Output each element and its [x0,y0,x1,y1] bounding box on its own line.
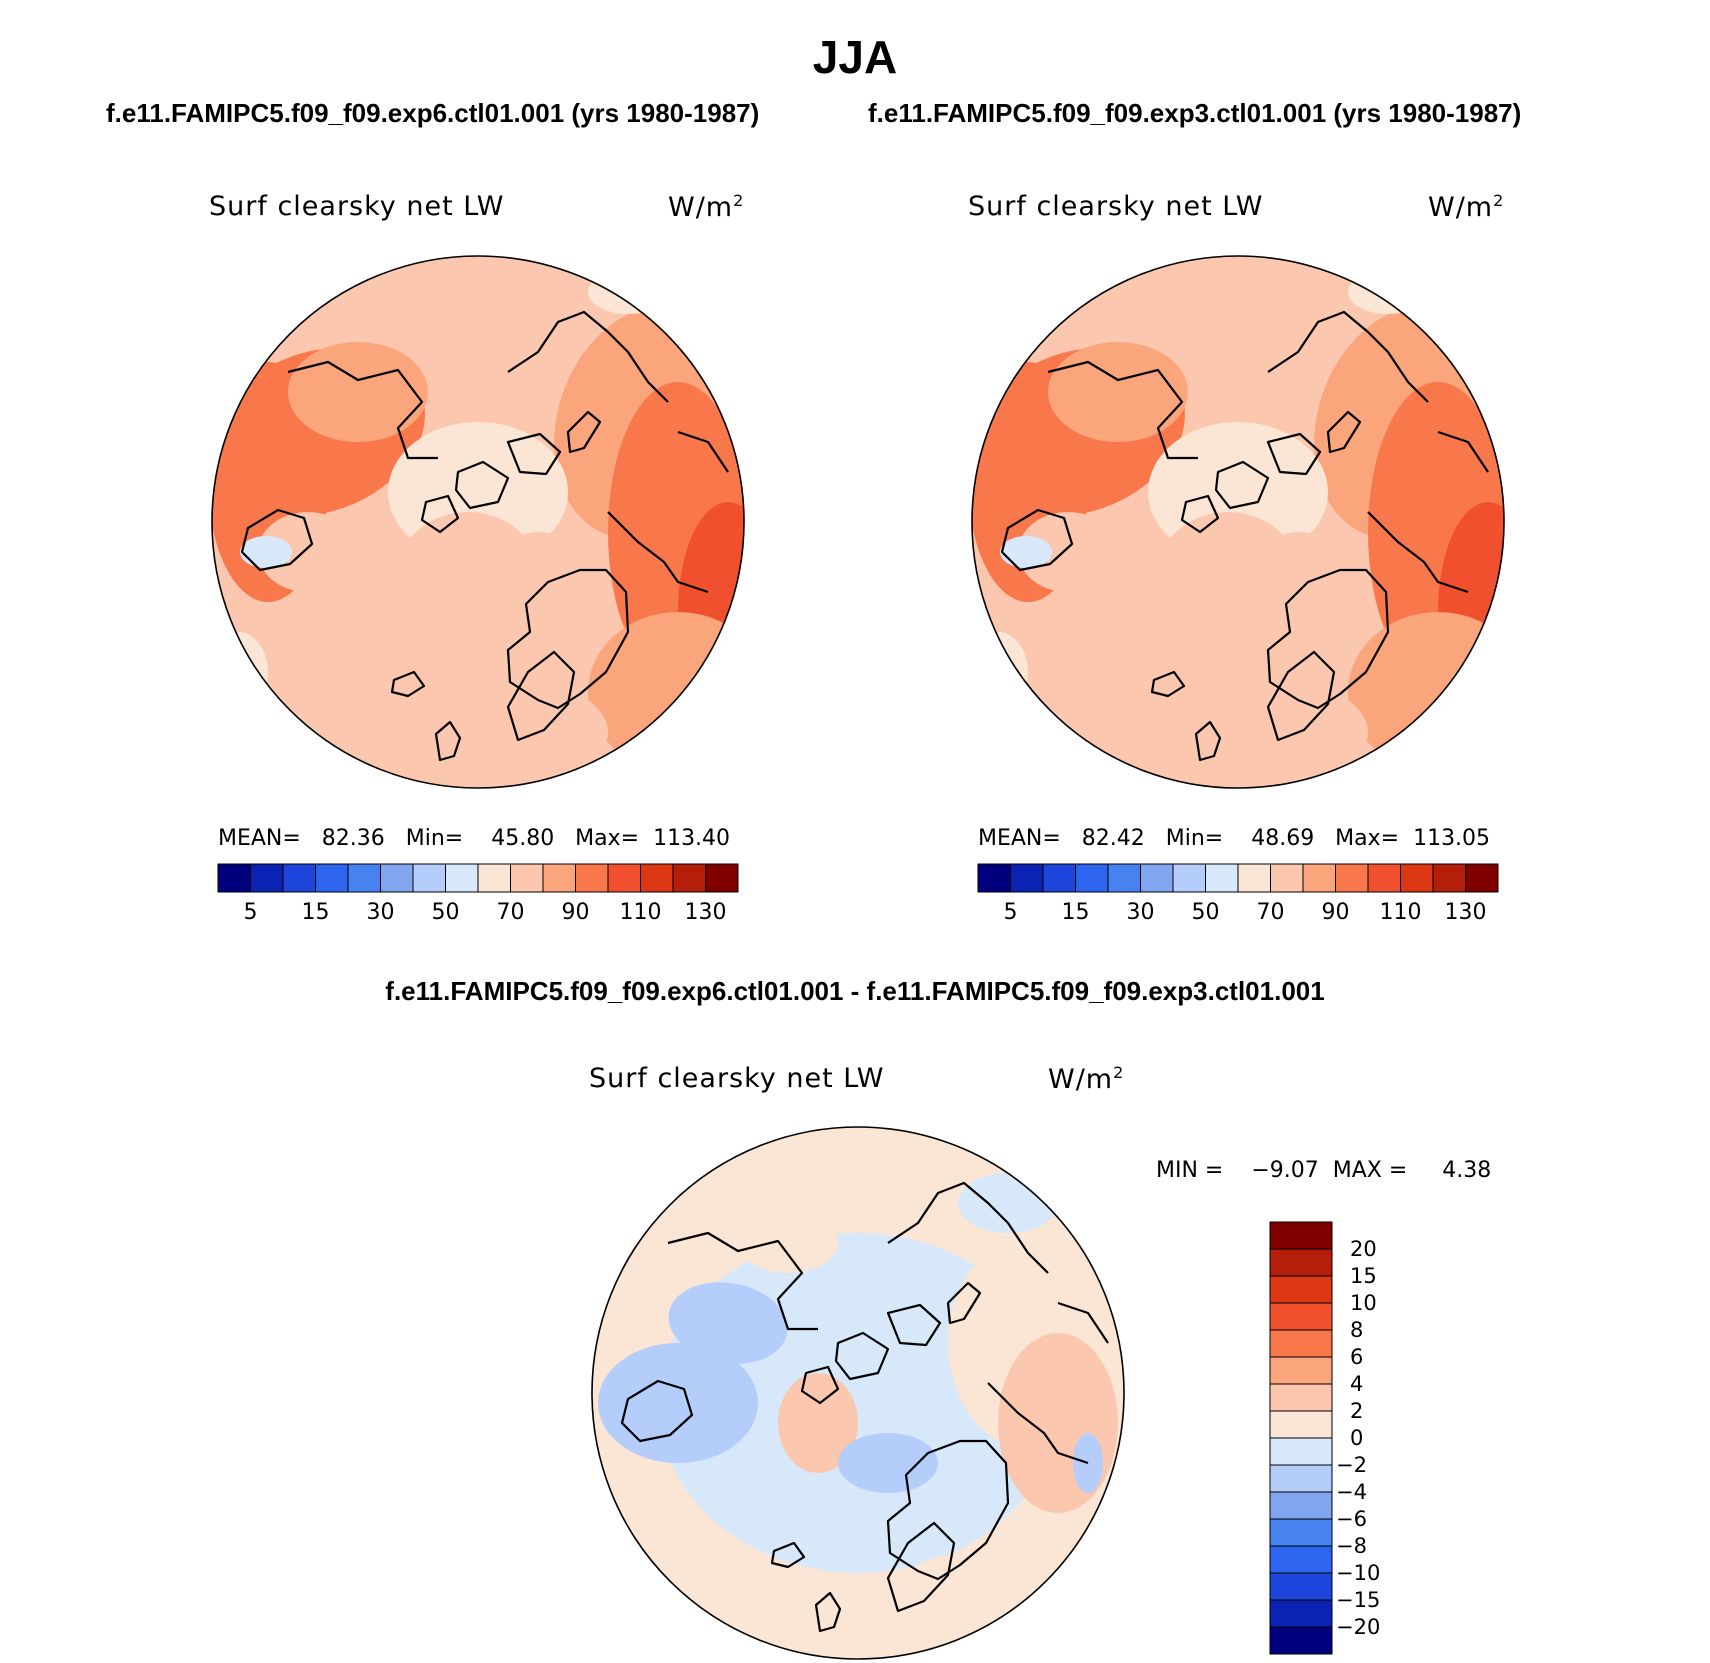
colorbar-swatch [510,863,544,893]
colorbar-right [977,863,1499,893]
colorbar-swatch [1269,1599,1333,1628]
colorbar-tick-label: 15 [1350,1264,1377,1288]
colorbar-tick-label: −15 [1336,1588,1381,1612]
colorbar-tick-label: 90 [1321,900,1350,925]
panel-left-units: W/m2 [668,191,745,223]
colorbar-swatch [250,863,284,893]
colorbar-swatch [1270,863,1304,893]
colorbar-tick-label: 70 [496,900,525,925]
colorbar-difference [1269,1221,1333,1655]
colorbar-swatch [1269,1572,1333,1601]
colorbar-tick-label: 130 [684,900,727,925]
colorbar-swatch [1269,1329,1333,1358]
colorbar-swatch [1269,1383,1333,1412]
colorbar-swatch [1269,1518,1333,1547]
colorbar-tick-label: 50 [1191,900,1220,925]
colorbar-swatch [412,863,446,893]
colorbar-swatch [672,863,706,893]
colorbar-tick-label: 30 [1126,900,1155,925]
colorbar-tick-label: 110 [1379,900,1422,925]
colorbar-swatch [542,863,576,893]
colorbar-swatch [1237,863,1271,893]
colorbar-swatch [347,863,381,893]
difference-stats: MIN = −9.07 MAX = 4.38 [1156,1158,1492,1183]
colorbar-tick-label: −20 [1336,1615,1381,1639]
colorbar-swatch [607,863,641,893]
colorbar-swatch [477,863,511,893]
colorbar-tick-label: 4 [1350,1372,1364,1396]
colorbar-tick-label: 5 [1003,900,1018,925]
colorbar-tick-label: 2 [1350,1399,1364,1423]
map-panel-left [211,255,745,789]
colorbar-tick-label: 70 [1256,900,1285,925]
colorbar-swatch [1302,863,1336,893]
map-panel-right [971,255,1505,789]
colorbar-swatch [217,863,251,893]
map-panel-difference [591,1126,1125,1660]
colorbar-swatch [1269,1248,1333,1277]
colorbar-swatch [1010,863,1044,893]
colorbar-swatch [1075,863,1109,893]
colorbar-swatch [1107,863,1141,893]
colorbar-swatch [1400,863,1434,893]
colorbar-swatch [1172,863,1206,893]
colorbar-tick-label: −8 [1336,1534,1367,1558]
colorbar-swatch [1269,1626,1333,1655]
colorbar-swatch [1269,1275,1333,1304]
colorbar-swatch [1269,1410,1333,1439]
colorbar-swatch [315,863,349,893]
colorbar-tick-label: −6 [1336,1507,1367,1531]
difference-title: f.e11.FAMIPC5.f09_f09.exp6.ctl01.001 - f… [385,976,1325,1006]
colorbar-swatch [705,863,739,893]
panel-left-stats: MEAN= 82.36 Min= 45.80 Max= 113.40 [218,826,731,851]
colorbar-swatch [445,863,479,893]
colorbar-swatch [282,863,316,893]
difference-variable: Surf clearsky net LW [589,1063,885,1094]
colorbar-tick-label: 15 [301,900,330,925]
colorbar-swatch [1140,863,1174,893]
run-title-right: f.e11.FAMIPC5.f09_f09.exp3.ctl01.001 (yr… [868,98,1522,128]
colorbar-swatch [1269,1437,1333,1466]
colorbar-swatch [1269,1356,1333,1385]
colorbar-swatch [1432,863,1466,893]
colorbar-tick-label: 110 [619,900,662,925]
panel-right-stats: MEAN= 82.42 Min= 48.69 Max= 113.05 [978,826,1491,851]
colorbar-tick-label: −2 [1336,1453,1367,1477]
colorbar-swatch [1335,863,1369,893]
colorbar-swatch [575,863,609,893]
colorbar-tick-label: 8 [1350,1318,1364,1342]
colorbar-swatch [1269,1491,1333,1520]
colorbar-tick-label: 130 [1444,900,1487,925]
panel-left-variable: Surf clearsky net LW [209,191,505,222]
colorbar-tick-label: 10 [1350,1291,1377,1315]
colorbar-swatch [1367,863,1401,893]
colorbar-swatch [1269,1464,1333,1493]
colorbar-tick-label: −10 [1336,1561,1381,1585]
colorbar-swatch [977,863,1011,893]
colorbar-tick-label: 20 [1350,1237,1377,1261]
colorbar-swatch [1465,863,1499,893]
colorbar-tick-label: 50 [431,900,460,925]
colorbar-swatch [640,863,674,893]
colorbar-tick-label: 90 [561,900,590,925]
colorbar-swatch [1269,1221,1333,1250]
colorbar-tick-label: 15 [1061,900,1090,925]
panel-right-variable: Surf clearsky net LW [968,191,1264,222]
run-title-left: f.e11.FAMIPC5.f09_f09.exp6.ctl01.001 (yr… [106,98,760,128]
colorbar-tick-label: 6 [1350,1345,1364,1369]
colorbar-swatch [1269,1545,1333,1574]
colorbar-tick-label: −4 [1336,1480,1367,1504]
colorbar-swatch [1042,863,1076,893]
colorbar-tick-label: 5 [243,900,258,925]
colorbar-swatch [1269,1302,1333,1331]
difference-units: W/m2 [1048,1063,1125,1095]
colorbar-tick-label: 30 [366,900,395,925]
colorbar-left [217,863,739,893]
colorbar-tick-label: 0 [1350,1426,1364,1450]
colorbar-swatch [380,863,414,893]
panel-right-units: W/m2 [1428,191,1505,223]
figure-title: JJA [812,31,898,83]
colorbar-swatch [1205,863,1239,893]
